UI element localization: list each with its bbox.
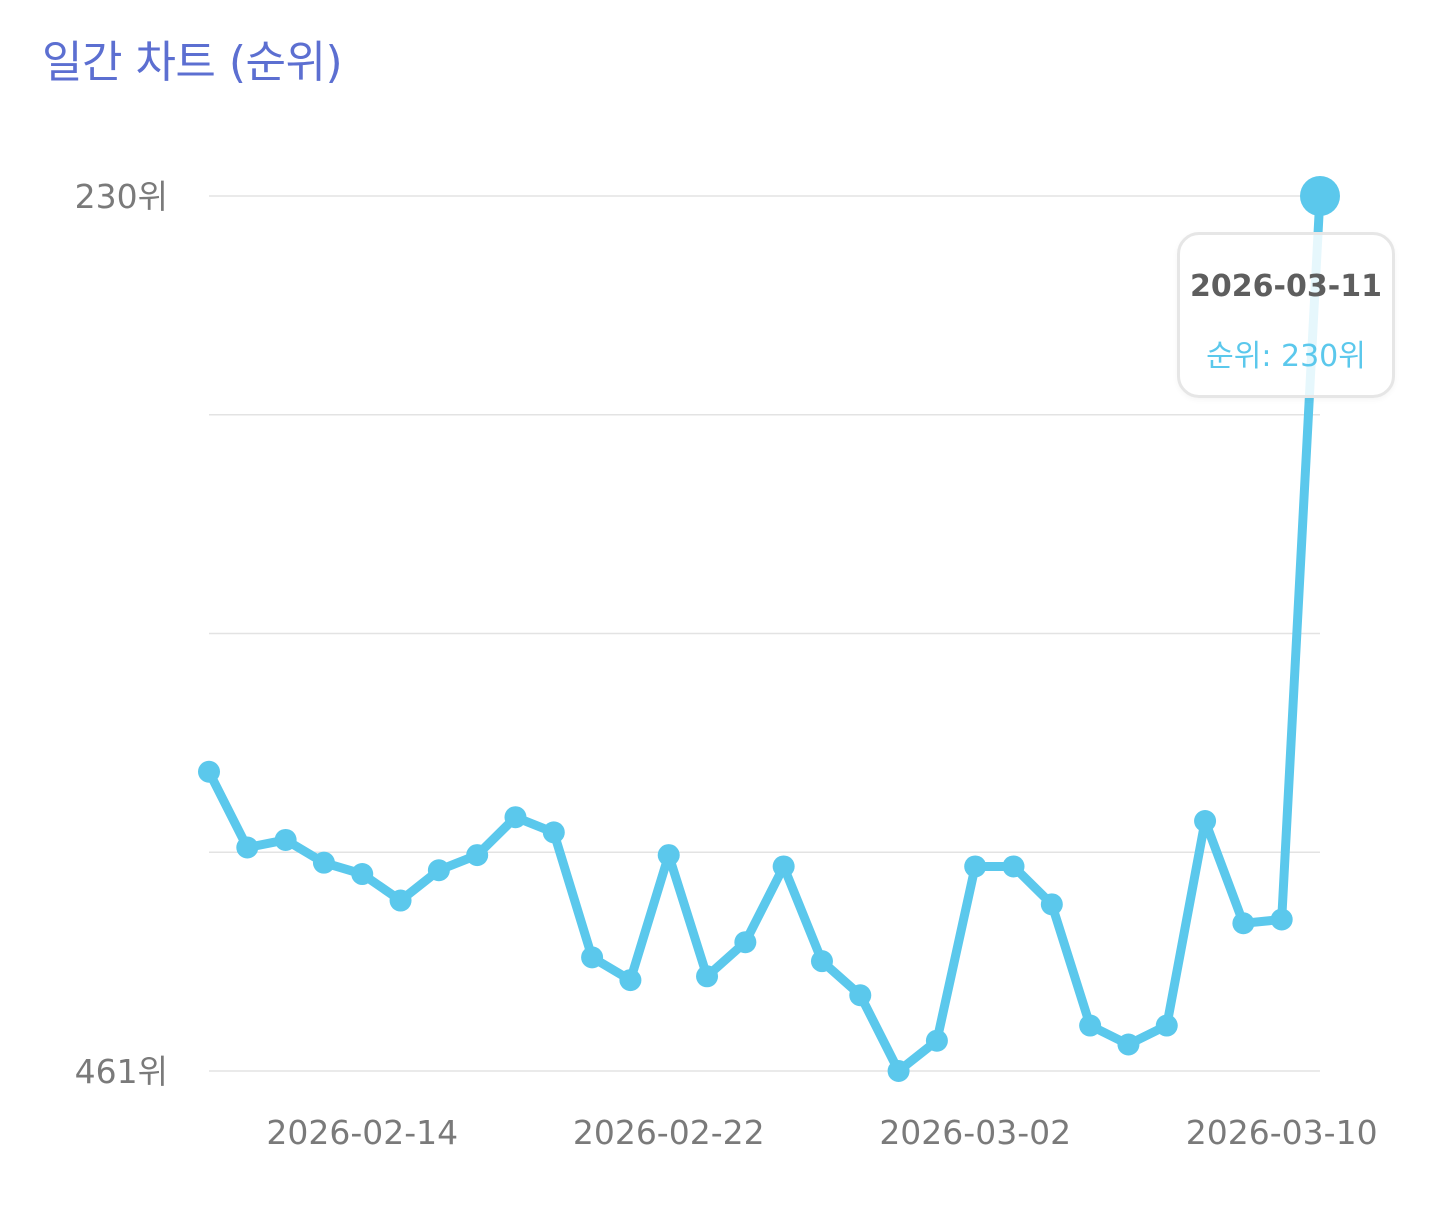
x-tick-label: 2026-03-10 [1186,1113,1378,1152]
data-point[interactable] [504,806,527,829]
data-point[interactable] [1155,1014,1178,1037]
data-point[interactable] [1040,893,1063,916]
data-point[interactable] [925,1029,948,1052]
data-point[interactable] [198,760,220,783]
data-point[interactable] [1194,810,1217,832]
data-points[interactable] [198,176,1340,1082]
data-point[interactable] [849,984,872,1007]
data-point[interactable] [542,821,565,844]
data-point[interactable] [1079,1014,1102,1037]
x-tick-label: 2026-02-22 [573,1113,765,1152]
x-axis-ticks: 2026-02-14 2026-02-22 2026-03-02 2026-03-10 [266,1113,1377,1152]
tooltip-date: 2026-03-11 [1190,269,1382,304]
data-point-active[interactable] [1300,176,1340,216]
tooltip-value: 순위: 230위 [1206,339,1366,374]
data-point[interactable] [581,946,604,969]
data-point[interactable] [964,855,987,878]
x-tick-label: 2026-03-02 [879,1113,1071,1152]
data-point[interactable] [274,828,297,851]
data-point[interactable] [236,836,259,859]
y-tick-label: 230위 [75,177,168,216]
data-point[interactable] [1270,908,1293,931]
grid-lines [209,195,1320,1072]
data-point[interactable] [1117,1033,1140,1056]
y-axis-ticks: 230위 461위 [75,177,168,1091]
chart-title: 일간 차트 (순위) [42,37,343,88]
data-point[interactable] [427,859,450,882]
data-point[interactable] [887,1060,910,1082]
data-point[interactable] [1232,912,1255,935]
data-point[interactable] [772,855,795,878]
data-point[interactable] [389,889,412,912]
data-point[interactable] [1002,855,1025,878]
y-tick-label: 461위 [75,1052,168,1091]
data-point[interactable] [696,965,719,988]
data-point[interactable] [657,844,680,867]
data-point[interactable] [351,863,374,886]
data-point[interactable] [619,969,642,992]
tooltip: 2026-03-11 순위: 230위 [1177,232,1395,398]
data-point[interactable] [734,931,757,954]
data-point[interactable] [312,851,335,874]
x-tick-label: 2026-02-14 [266,1113,458,1152]
data-point[interactable] [810,950,833,973]
data-point[interactable] [466,844,489,867]
